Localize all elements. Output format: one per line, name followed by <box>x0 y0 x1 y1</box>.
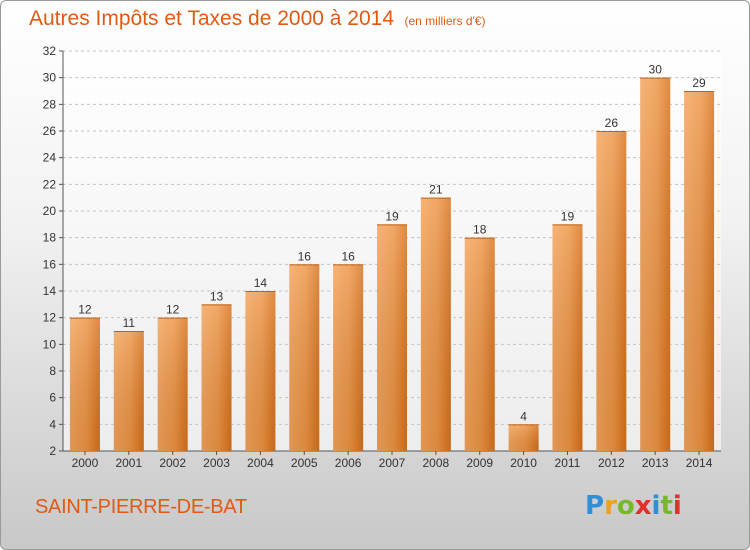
logo-letter: x <box>634 491 652 521</box>
town-name: SAINT-PIERRE-DE-BAT <box>35 496 247 518</box>
bar-shade <box>289 264 320 451</box>
logo-letter: i <box>672 491 682 521</box>
x-tick-label: 2009 <box>466 456 493 470</box>
y-tick-label: 26 <box>43 124 57 138</box>
y-tick-label: 2 <box>49 444 56 458</box>
logo-letter: P <box>585 491 605 521</box>
bar-shade <box>69 317 100 451</box>
bar-shade <box>420 197 451 451</box>
x-tick-label: 2005 <box>291 456 318 470</box>
chart-title-block: Autres Impôts et Taxes de 2000 à 2014 (e… <box>29 7 485 31</box>
y-tick-label: 30 <box>43 71 57 85</box>
logo-letter: o <box>616 491 635 521</box>
x-tick-label: 2004 <box>247 456 274 470</box>
x-tick-label: 2000 <box>72 456 99 470</box>
value-label: 19 <box>561 209 575 223</box>
value-label: 30 <box>649 63 663 77</box>
y-tick-label: 8 <box>49 364 56 378</box>
y-tick-label: 16 <box>43 257 57 271</box>
value-label: 16 <box>298 249 312 263</box>
bar-shade <box>113 331 144 451</box>
y-tick-label: 22 <box>43 177 57 191</box>
logo-letter: i <box>651 491 661 521</box>
value-label: 21 <box>429 183 443 197</box>
bar-shade <box>377 224 407 451</box>
y-tick-label: 32 <box>43 44 57 58</box>
logo-letter: r <box>604 491 617 521</box>
value-label: 19 <box>385 209 399 223</box>
x-tick-label: 2013 <box>642 456 669 470</box>
x-tick-label: 2003 <box>203 456 230 470</box>
value-label: 29 <box>692 76 706 90</box>
value-label: 11 <box>123 316 136 330</box>
value-label: 4 <box>520 409 527 423</box>
bar-shade <box>508 424 539 451</box>
bar-shade <box>640 77 671 452</box>
bar-shade <box>333 264 364 451</box>
value-label: 16 <box>341 249 355 263</box>
bar-shade <box>245 291 276 451</box>
chart-title: Autres Impôts et Taxes de 2000 à 2014 <box>29 7 395 30</box>
y-tick-label: 4 <box>49 417 56 431</box>
x-tick-label: 2007 <box>379 456 406 470</box>
y-tick-label: 20 <box>43 204 57 218</box>
bar-shade <box>684 91 715 451</box>
value-label: 13 <box>210 289 224 303</box>
x-tick-label: 2008 <box>423 456 450 470</box>
bar-shade <box>157 317 188 451</box>
x-tick-label: 2011 <box>555 456 581 470</box>
label-layer: 12 2000 11 2001 12 2002 13 2003 14 2004 16 2005 16 20… <box>72 63 713 470</box>
bar-shade <box>464 237 495 451</box>
y-tick-label: 12 <box>43 311 57 325</box>
value-label: 12 <box>78 303 92 317</box>
x-tick-label: 2006 <box>335 456 362 470</box>
value-label: 12 <box>166 303 180 317</box>
bar-shade <box>596 131 627 451</box>
y-tick-label: 14 <box>43 284 57 298</box>
bar-shade <box>552 224 583 451</box>
x-tick-label: 2010 <box>510 456 537 470</box>
y-tick-label: 6 <box>49 391 56 405</box>
bar-shade <box>201 304 232 451</box>
value-label: 26 <box>605 116 619 130</box>
y-tick-label: 24 <box>43 151 57 165</box>
value-label: 14 <box>254 276 268 290</box>
chart-subtitle: (en milliers d'€) <box>404 14 486 28</box>
proxiti-logo: Proxiti <box>585 491 682 521</box>
bar-layer <box>69 77 715 452</box>
x-tick-label: 2014 <box>686 456 713 470</box>
y-tick-label: 28 <box>43 97 57 111</box>
logo-letter: t <box>660 491 673 521</box>
x-tick-label: 2002 <box>159 456 186 470</box>
x-tick-label: 2012 <box>598 456 625 470</box>
y-tick-label: 10 <box>43 337 57 351</box>
x-tick-label: 2001 <box>115 456 142 470</box>
value-label: 18 <box>473 223 487 237</box>
y-tick-label: 18 <box>43 231 57 245</box>
